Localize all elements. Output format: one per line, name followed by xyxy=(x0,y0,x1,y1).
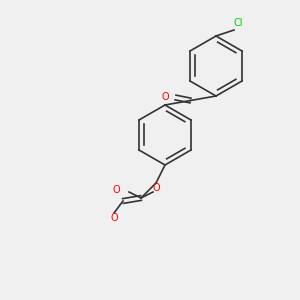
Text: O: O xyxy=(152,183,160,193)
Text: O: O xyxy=(110,213,118,223)
Text: Cl: Cl xyxy=(234,19,244,28)
Text: O: O xyxy=(162,92,169,103)
Text: O: O xyxy=(112,185,120,195)
